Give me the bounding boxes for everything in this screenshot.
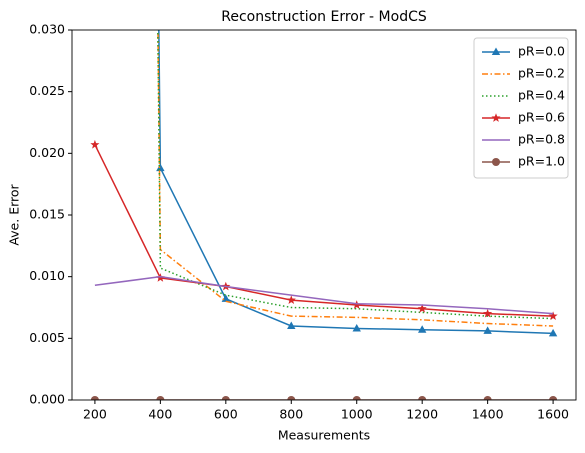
marker (548, 311, 558, 321)
marker (90, 139, 100, 149)
x-tick-label: 1600 (537, 407, 569, 422)
y-tick-label: 0.030 (29, 22, 65, 37)
marker (491, 113, 501, 122)
marker (483, 326, 492, 334)
x-tick-label: 1400 (472, 407, 504, 422)
legend-label: pR=0.4 (518, 88, 565, 103)
y-tick-label: 0.010 (29, 268, 65, 283)
chart-title: Reconstruction Error - ModCS (221, 9, 427, 25)
marker (287, 396, 296, 400)
marker (548, 328, 558, 337)
y-tick-label: 0.015 (29, 207, 65, 222)
legend-label: pR=0.0 (518, 44, 565, 59)
x-tick-label: 400 (148, 407, 172, 422)
legend-box (473, 37, 569, 179)
x-axis-label: Measurements (278, 428, 370, 443)
marker (286, 295, 296, 304)
legend-label: pR=1.0 (518, 154, 565, 169)
marker (90, 396, 99, 400)
legend-label: pR=0.6 (518, 110, 565, 125)
marker (483, 396, 492, 400)
marker (156, 396, 165, 400)
y-tick-label: 0.000 (29, 392, 65, 407)
marker (352, 323, 361, 332)
y-tick-label: 0.025 (29, 83, 65, 98)
legend-label: pR=0.2 (518, 66, 565, 81)
marker (287, 321, 296, 329)
x-tick-label: 1000 (341, 407, 373, 422)
y-tick-label: 0.020 (29, 145, 65, 160)
x-tick-label: 800 (279, 407, 303, 422)
marker (352, 396, 361, 400)
marker (549, 396, 558, 400)
marker (221, 294, 231, 302)
marker (155, 273, 165, 282)
marker (417, 303, 427, 313)
series-line (158, 30, 554, 335)
x-tick-label: 200 (83, 407, 107, 422)
marker (221, 396, 230, 400)
series-line (94, 275, 554, 315)
series-line (157, 30, 554, 327)
marker (418, 396, 427, 400)
y-tick-label: 0.005 (29, 330, 65, 345)
x-tick-label: 1200 (406, 407, 438, 422)
marker (483, 308, 493, 318)
marker (352, 300, 362, 309)
series-line (157, 30, 554, 320)
legend-label: pR=0.8 (518, 132, 565, 147)
plot-area (90, 30, 558, 400)
x-tick-label: 600 (214, 407, 238, 422)
y-axis-label: Ave. Error (7, 183, 22, 245)
marker (156, 163, 165, 172)
marker (492, 158, 500, 166)
marker (491, 47, 501, 55)
marker (417, 325, 427, 333)
series-line (94, 144, 554, 317)
